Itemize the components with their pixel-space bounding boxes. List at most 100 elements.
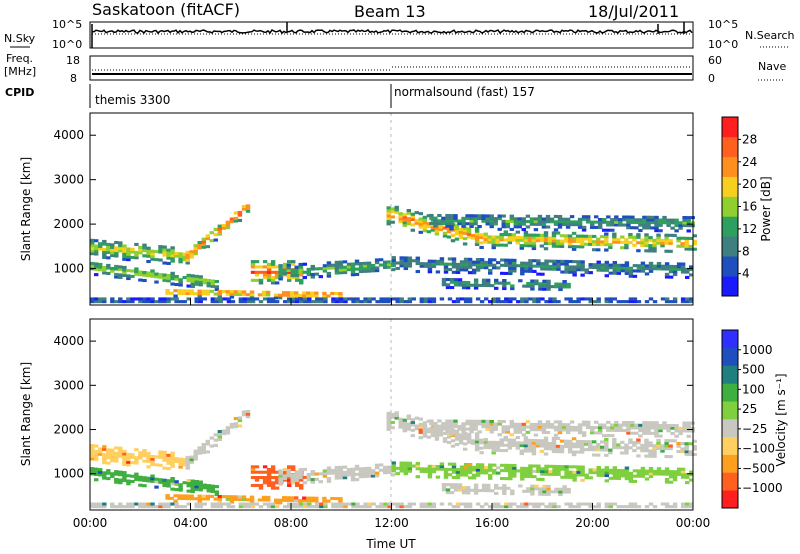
power-cell bbox=[503, 230, 509, 234]
velocity-cell bbox=[322, 472, 328, 476]
power-cell bbox=[166, 248, 171, 252]
power-colorbar-tick-label: 16 bbox=[742, 200, 757, 214]
velocity-cell bbox=[640, 446, 645, 450]
velocity-cell bbox=[555, 450, 561, 454]
power-cell bbox=[469, 222, 474, 226]
power-cell bbox=[604, 240, 609, 244]
velocity-cell bbox=[395, 502, 400, 506]
power-cell bbox=[475, 266, 481, 270]
power-cell bbox=[418, 220, 424, 224]
velocity-cell bbox=[483, 443, 488, 447]
power-cell bbox=[374, 261, 380, 265]
power-cell bbox=[484, 263, 489, 267]
velocity-cell bbox=[546, 490, 551, 494]
power-cell bbox=[233, 292, 239, 296]
velocity-cell bbox=[620, 505, 626, 509]
power-cell bbox=[584, 271, 589, 275]
velocity-cell bbox=[616, 471, 622, 475]
power-cell bbox=[190, 285, 195, 289]
velocity-cell bbox=[689, 502, 694, 506]
power-cell bbox=[475, 258, 481, 262]
power-cell bbox=[586, 217, 591, 221]
power-cell bbox=[165, 289, 170, 293]
power-colorbar-tick-label: 4 bbox=[742, 267, 750, 281]
velocity-cell bbox=[676, 472, 682, 476]
velocity-cell bbox=[531, 452, 537, 456]
power-cell bbox=[249, 295, 255, 299]
power-cell bbox=[612, 297, 618, 301]
velocity-cell bbox=[510, 492, 515, 496]
power-cell bbox=[555, 242, 561, 246]
power-cell bbox=[197, 289, 202, 293]
power-cell bbox=[568, 265, 573, 269]
velocity-cell bbox=[237, 416, 243, 420]
power-cell bbox=[246, 300, 252, 304]
power-cell bbox=[201, 243, 207, 247]
power-cell bbox=[294, 293, 299, 297]
power-cell bbox=[466, 235, 472, 239]
velocity-cell bbox=[602, 423, 607, 427]
power-cell bbox=[475, 268, 481, 272]
velocity-cell bbox=[449, 485, 455, 489]
velocity-cell bbox=[110, 505, 115, 509]
power-cell bbox=[620, 246, 625, 250]
velocity-cell bbox=[531, 444, 537, 448]
velocity-cell bbox=[620, 446, 625, 450]
velocity-cell bbox=[549, 425, 555, 429]
velocity-cell bbox=[656, 467, 662, 471]
power-cell bbox=[614, 220, 619, 224]
velocity-cell bbox=[461, 488, 467, 492]
velocity-cell bbox=[622, 428, 627, 432]
power-cell bbox=[158, 300, 163, 304]
power-cell bbox=[668, 300, 674, 304]
velocity-cell bbox=[664, 505, 670, 509]
velocity-cell bbox=[355, 505, 360, 509]
power-cell bbox=[620, 300, 626, 304]
power-cell bbox=[648, 244, 653, 248]
power-cell bbox=[664, 297, 670, 301]
velocity-cell bbox=[648, 454, 653, 458]
power-cell bbox=[366, 261, 372, 265]
power-cell bbox=[462, 237, 468, 241]
velocity-cell bbox=[475, 463, 481, 467]
power-cell bbox=[600, 268, 605, 272]
power-cell bbox=[692, 239, 697, 243]
power-cell bbox=[166, 274, 171, 278]
velocity-cell bbox=[479, 451, 484, 455]
power-cell bbox=[402, 223, 408, 227]
velocity-cell bbox=[198, 505, 203, 509]
beam-title: Beam 13 bbox=[354, 2, 426, 21]
velocity-cell bbox=[478, 441, 484, 445]
velocity-cell bbox=[130, 505, 135, 509]
power-cell bbox=[399, 300, 404, 304]
velocity-cell bbox=[391, 502, 396, 506]
velocity-cell bbox=[488, 476, 493, 480]
power-cell bbox=[322, 269, 328, 273]
power-cell bbox=[566, 282, 571, 286]
velocity-cell bbox=[512, 464, 517, 468]
power-cell bbox=[287, 260, 292, 264]
velocity-cell bbox=[122, 473, 127, 477]
power-cell bbox=[439, 262, 445, 266]
velocity-cell bbox=[572, 505, 577, 509]
velocity-cell bbox=[311, 505, 316, 509]
power-cell bbox=[441, 283, 447, 287]
velocity-cell bbox=[213, 443, 219, 447]
velocity-cell bbox=[407, 467, 413, 471]
power-cell bbox=[568, 268, 573, 272]
power-cell bbox=[524, 264, 529, 268]
velocity-cell bbox=[114, 451, 119, 455]
power-cell bbox=[580, 273, 585, 277]
power-cell bbox=[560, 262, 565, 266]
velocity-cell bbox=[497, 433, 502, 437]
velocity-cell bbox=[266, 473, 272, 477]
velocity-cell bbox=[445, 491, 451, 495]
power-colorbar-swatch bbox=[722, 276, 738, 297]
velocity-cell bbox=[594, 420, 599, 424]
power-cell bbox=[604, 268, 610, 272]
power-cell bbox=[479, 263, 485, 267]
velocity-cell bbox=[106, 450, 111, 454]
velocity-cell bbox=[391, 473, 396, 477]
velocity-cell bbox=[537, 428, 543, 432]
